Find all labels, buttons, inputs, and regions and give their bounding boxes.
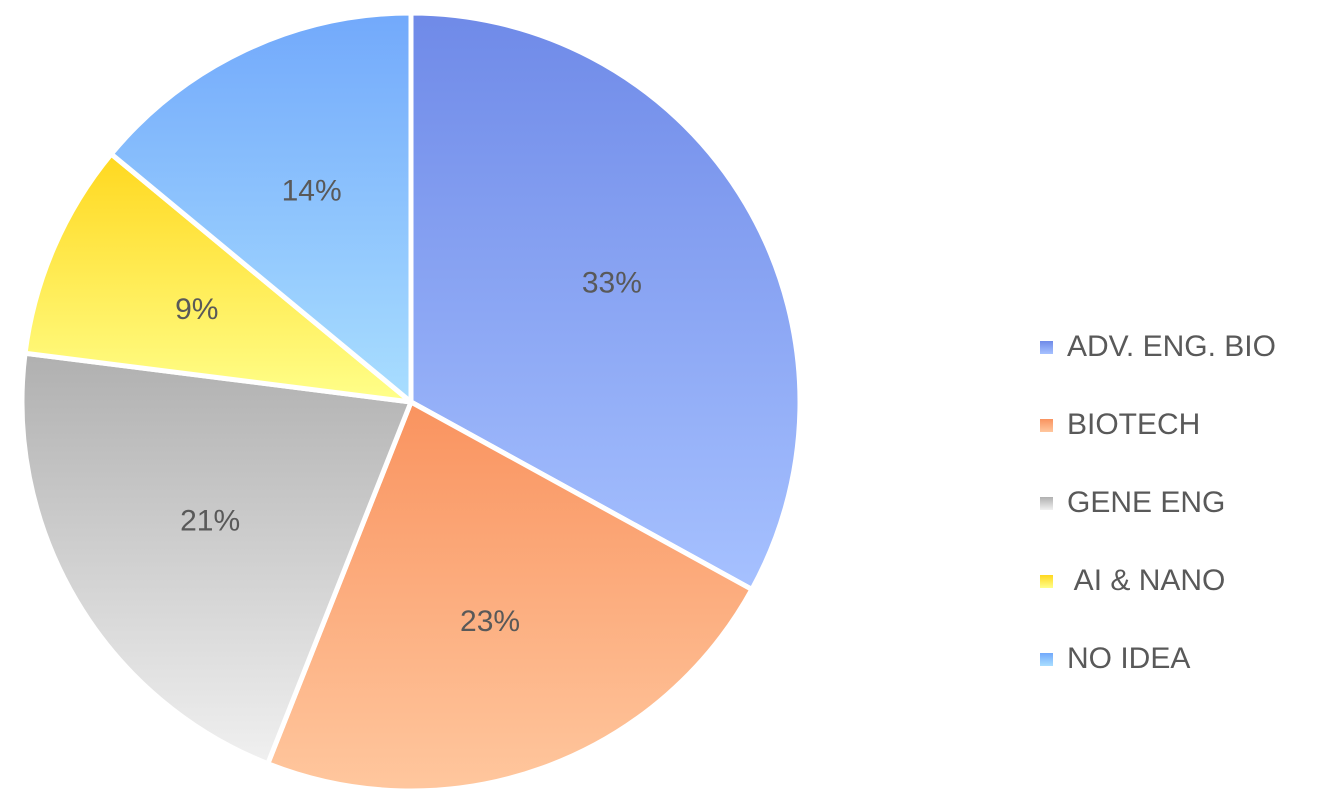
pie-slice-biotech bbox=[265, 399, 755, 794]
pie-slice-no-idea bbox=[108, 10, 414, 405]
legend-item-biotech: BIOTECH bbox=[1040, 386, 1276, 464]
legend-swatch bbox=[1040, 496, 1053, 510]
data-label-gene-eng: 21% bbox=[180, 504, 240, 537]
legend-swatch bbox=[1040, 574, 1053, 588]
chart-legend: ADV. ENG. BIO BIOTECH GENE ENG AI & NANO NO… bbox=[1040, 308, 1276, 698]
legend-label: BIOTECH bbox=[1067, 408, 1201, 441]
legend-item-ai-nano: AI & NANO bbox=[1040, 542, 1276, 620]
legend-swatch bbox=[1040, 418, 1053, 432]
pie-data-labels: 33% 23% 21% 9% 14% bbox=[175, 174, 642, 638]
data-label-no-idea: 14% bbox=[282, 174, 342, 207]
pie-slice-adv-eng-bio bbox=[408, 10, 803, 592]
legend-swatch bbox=[1040, 652, 1053, 666]
legend-label: AI & NANO bbox=[1067, 564, 1226, 597]
pie-slice-ai-nano bbox=[22, 151, 414, 405]
data-label-ai-nano: 9% bbox=[175, 293, 218, 326]
pie-slices bbox=[19, 10, 803, 794]
legend-swatch bbox=[1040, 340, 1053, 354]
legend-item-adv-eng-bio: ADV. ENG. BIO bbox=[1040, 308, 1276, 386]
legend-label: GENE ENG bbox=[1067, 486, 1226, 519]
data-label-biotech: 23% bbox=[460, 605, 520, 638]
data-label-adv-eng-bio: 33% bbox=[582, 267, 642, 300]
legend-label: ADV. ENG. BIO bbox=[1067, 330, 1276, 363]
legend-item-no-idea: NO IDEA bbox=[1040, 620, 1276, 698]
pie-slice-gene-eng bbox=[19, 350, 414, 767]
legend-label: NO IDEA bbox=[1067, 642, 1191, 675]
legend-item-gene-eng: GENE ENG bbox=[1040, 464, 1276, 542]
